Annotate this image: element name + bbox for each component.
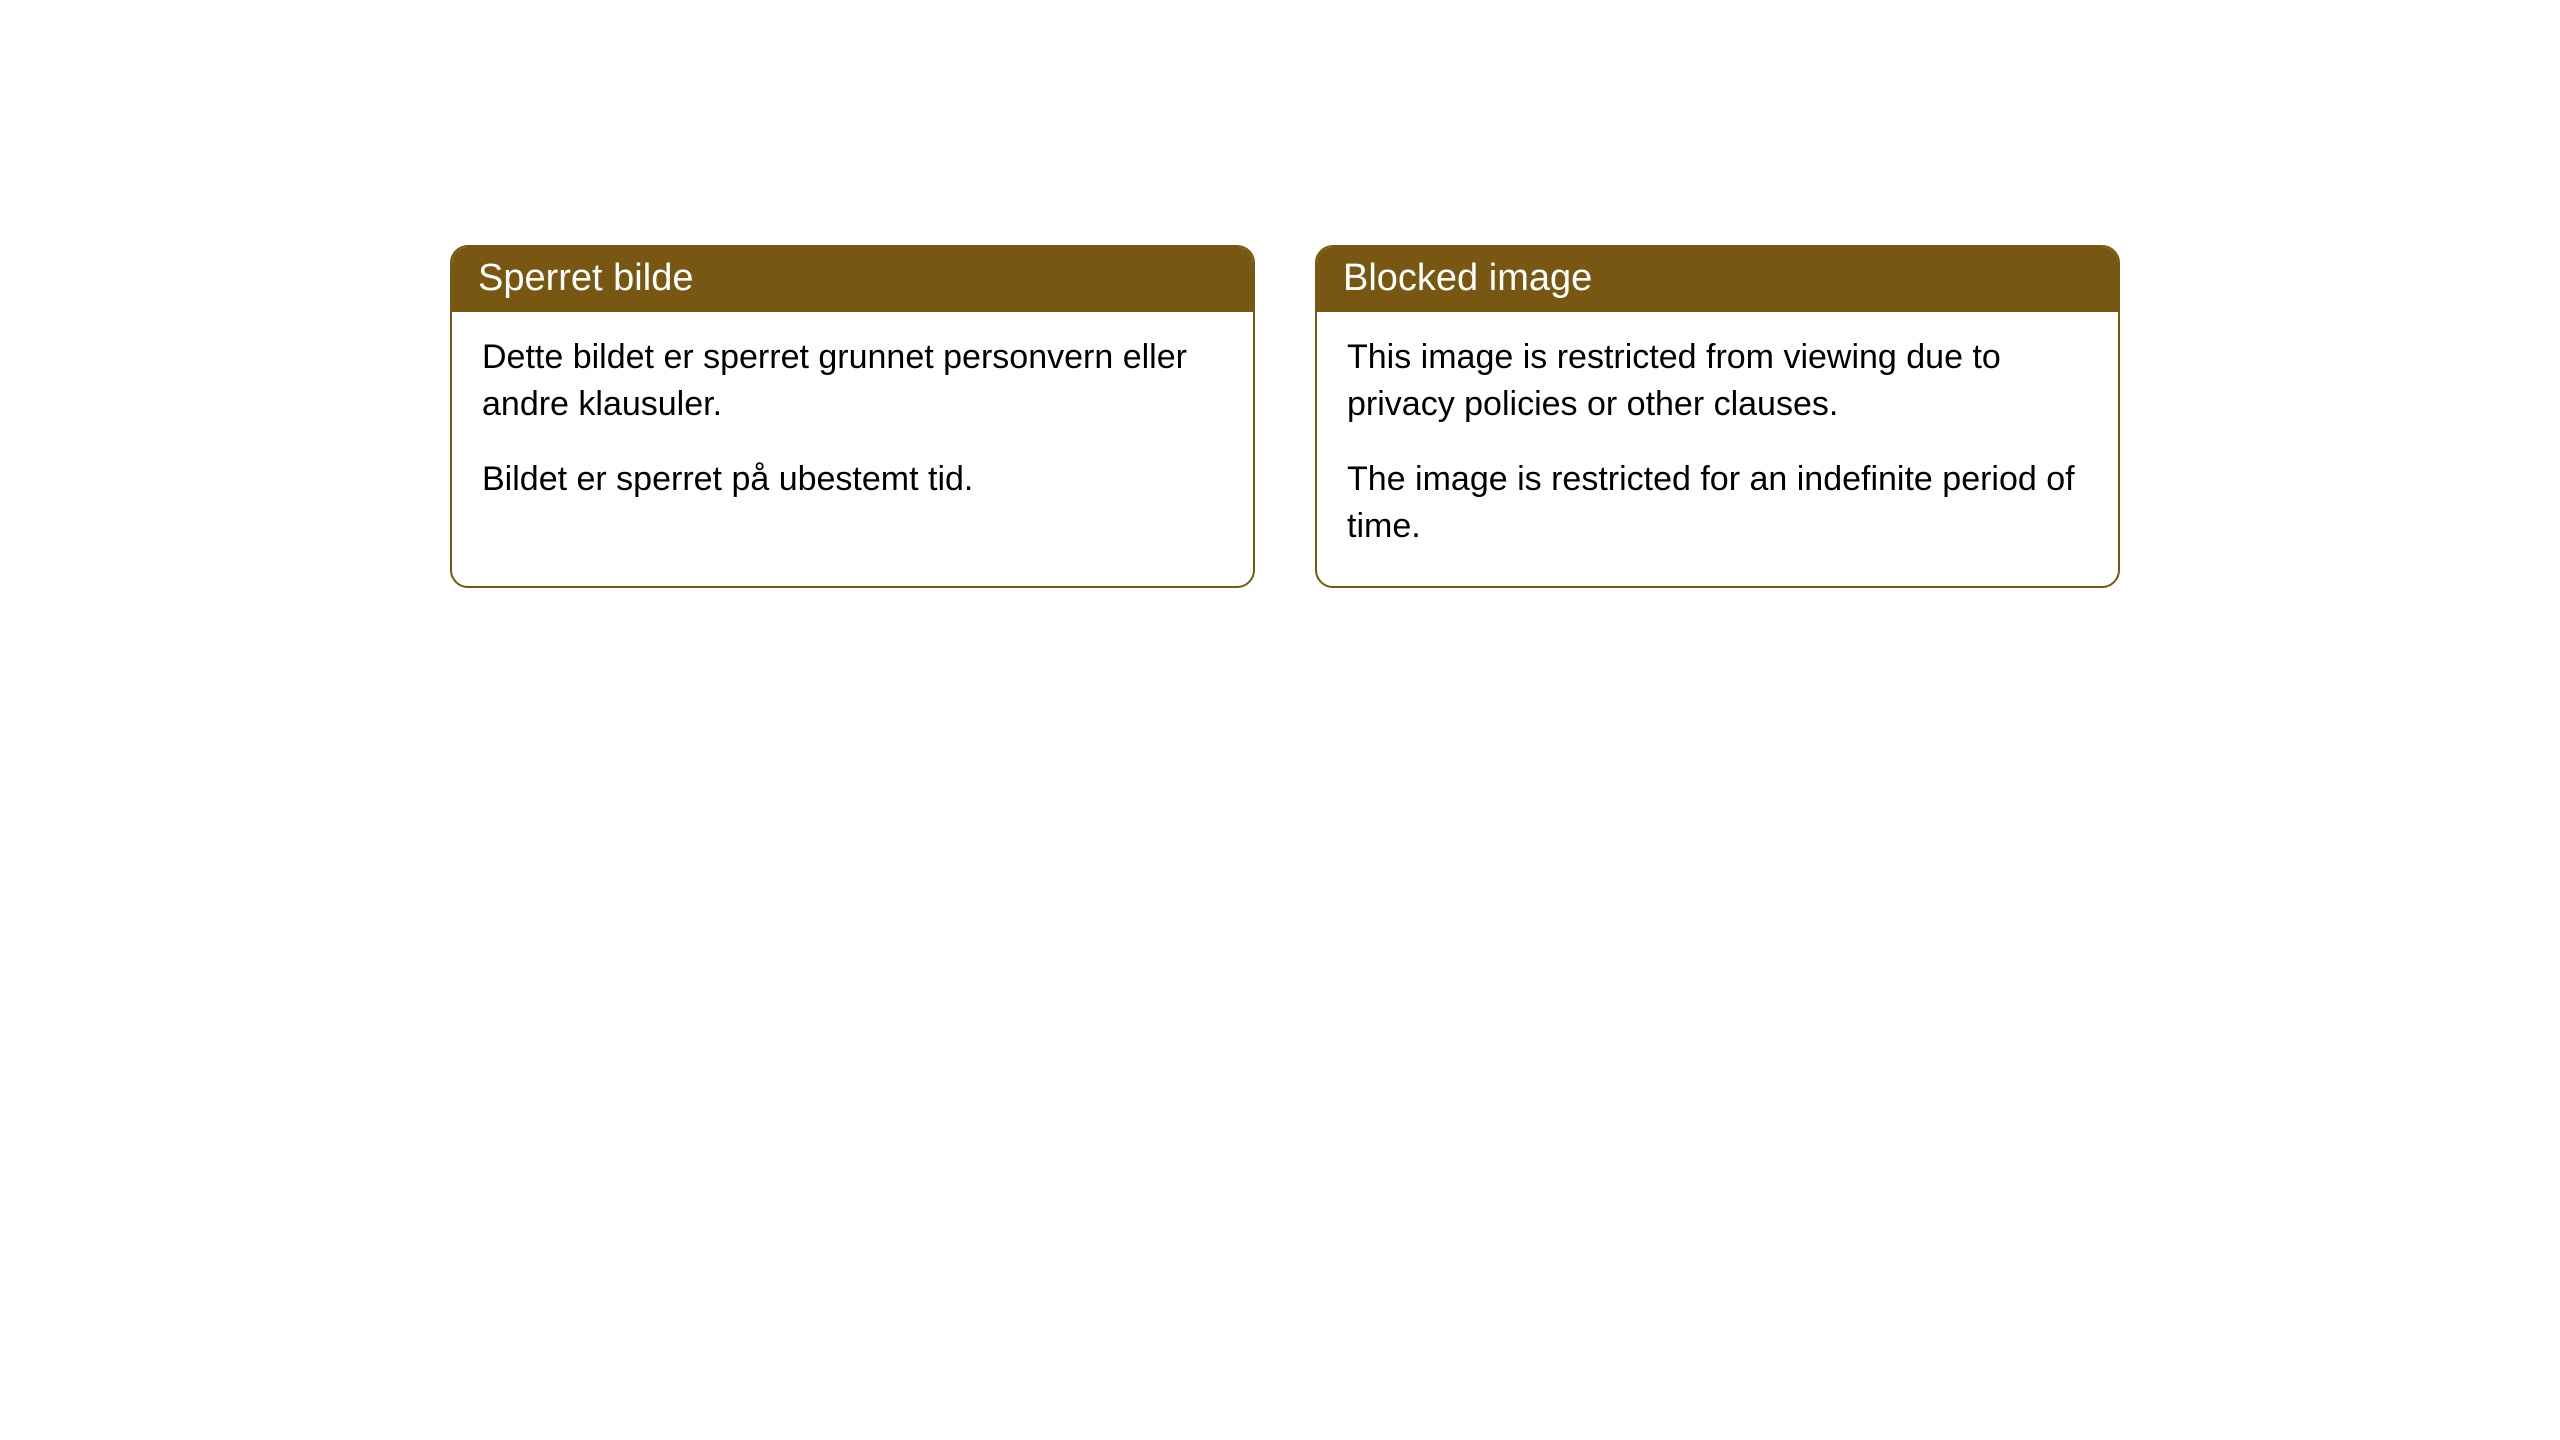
card-paragraph-no-1: Dette bildet er sperret grunnet personve…	[482, 334, 1223, 428]
card-title-en: Blocked image	[1343, 257, 1592, 299]
blocked-image-card-en: Blocked image This image is restricted f…	[1315, 245, 2120, 588]
card-paragraph-en-1: This image is restricted from viewing du…	[1347, 334, 2088, 428]
card-body-no: Dette bildet er sperret grunnet personve…	[452, 312, 1253, 539]
notice-container: Sperret bilde Dette bildet er sperret gr…	[0, 0, 2560, 588]
card-header-en: Blocked image	[1317, 247, 2118, 312]
card-paragraph-en-2: The image is restricted for an indefinit…	[1347, 456, 2088, 550]
card-header-no: Sperret bilde	[452, 247, 1253, 312]
card-body-en: This image is restricted from viewing du…	[1317, 312, 2118, 586]
card-paragraph-no-2: Bildet er sperret på ubestemt tid.	[482, 456, 1223, 503]
blocked-image-card-no: Sperret bilde Dette bildet er sperret gr…	[450, 245, 1255, 588]
card-title-no: Sperret bilde	[478, 257, 693, 299]
